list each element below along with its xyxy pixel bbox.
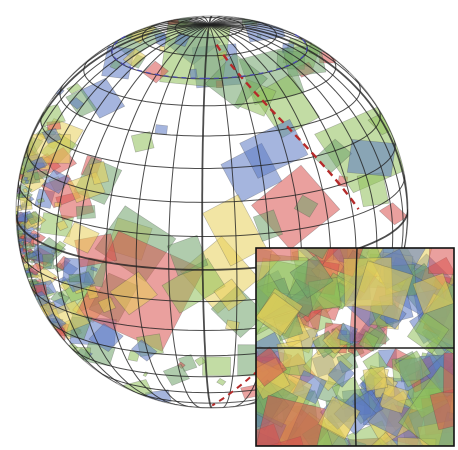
inset-patch-quad	[302, 248, 329, 260]
red-dashed-meridian	[215, 44, 360, 210]
inset-vertical-axis	[354, 248, 358, 446]
inset-patch-quad	[406, 311, 450, 355]
inset-patch-quad	[428, 248, 454, 275]
inset-patch-quad	[393, 350, 432, 388]
inset-patch-quad	[429, 388, 454, 431]
inset-patch-quad	[358, 330, 380, 352]
inset-grid	[256, 248, 454, 446]
blue-dashed-parallel	[111, 32, 308, 79]
inset-border	[255, 247, 455, 447]
inset-patch-quad	[370, 431, 399, 446]
inset-patch-quad	[443, 352, 454, 394]
inset-patch-quad	[289, 254, 334, 299]
inset-patch-quad	[362, 366, 389, 392]
inset-patch-quad	[327, 360, 355, 388]
zoom-inset	[255, 247, 455, 447]
inset-patch-quad	[256, 248, 299, 263]
inset-patch-quad	[317, 396, 361, 440]
inset-patch-quad	[379, 383, 410, 414]
inset-patch-quad	[256, 292, 300, 337]
inset-patch-quad	[336, 323, 358, 345]
inset-patch-quad	[353, 260, 414, 321]
inset-patches	[256, 248, 454, 446]
inset-patch-quad	[412, 272, 454, 315]
inset-patch-quad	[256, 346, 288, 387]
inset-patch-quad	[256, 394, 327, 446]
